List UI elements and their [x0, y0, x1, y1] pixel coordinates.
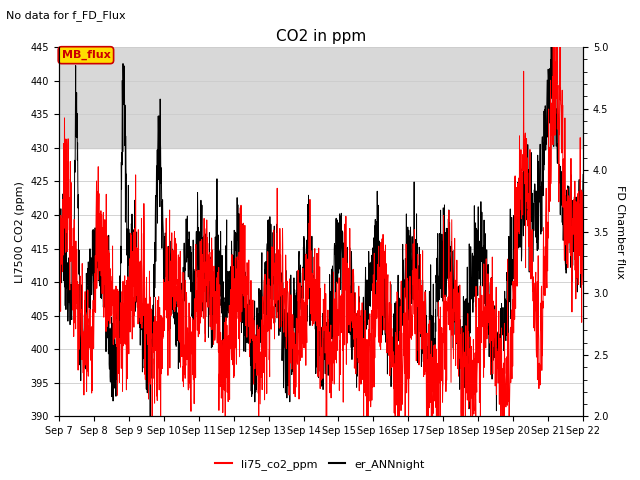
- Text: No data for f_FD_Flux: No data for f_FD_Flux: [6, 10, 126, 21]
- Text: MB_flux: MB_flux: [61, 50, 110, 60]
- Title: CO2 in ppm: CO2 in ppm: [276, 29, 366, 44]
- Bar: [59, 47, 583, 148]
- Y-axis label: FD Chamber flux: FD Chamber flux: [615, 185, 625, 279]
- Legend: li75_co2_ppm, er_ANNnight: li75_co2_ppm, er_ANNnight: [211, 455, 429, 474]
- Y-axis label: LI7500 CO2 (ppm): LI7500 CO2 (ppm): [15, 181, 25, 283]
